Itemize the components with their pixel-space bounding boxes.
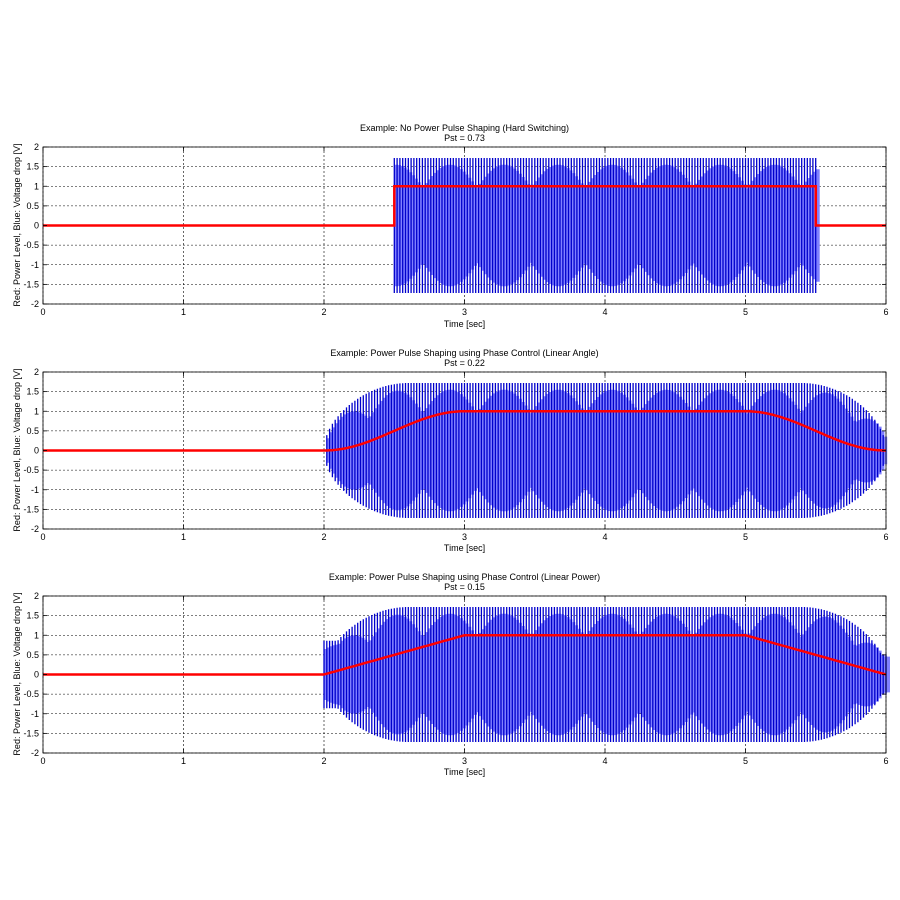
x-tick-label: 3	[462, 532, 467, 542]
x-tick-label: 6	[883, 756, 888, 766]
x-axis-label: Time [sec]	[443, 319, 486, 329]
plot-area: -2 -1.5 -1 -0.5 0 0.5 1 1.5 2 0 1 2 3 4 5 6	[23, 142, 888, 317]
x-tick-label: 4	[602, 756, 607, 766]
y-tick-label: 1.5	[26, 387, 39, 397]
x-tick-label: 1	[181, 307, 186, 317]
y-tick-label: 0	[34, 221, 39, 231]
x-tick-label: 6	[883, 532, 888, 542]
y-tick-label: 0.5	[26, 201, 39, 211]
y-tick-label: 0	[34, 446, 39, 456]
y-tick-label: 1	[34, 630, 39, 640]
x-tick-label: 5	[743, 532, 748, 542]
y-tick-label: -1.5	[23, 279, 39, 289]
plot-area: -2 -1.5 -1 -0.5 0 0.5 1 1.5 2 0 1 2 3 4 5 6	[23, 591, 890, 766]
y-tick-label: -1.5	[23, 504, 39, 514]
y-tick-label: 1.5	[26, 611, 39, 621]
y-tick-label: 0	[34, 670, 39, 680]
y-tick-label: 2	[34, 367, 39, 377]
power-level-series	[43, 185, 886, 227]
pst-value: Pst = 0.15	[444, 582, 485, 592]
tick-labels: -2 -1.5 -1 -0.5 0 0.5 1 1.5 2 0 1 2 3 4 5 6	[23, 591, 888, 766]
y-tick-label: -1.5	[23, 728, 39, 738]
x-tick-label: 6	[883, 307, 888, 317]
y-tick-label: 1	[34, 181, 39, 191]
x-tick-label: 0	[40, 532, 45, 542]
x-tick-label: 3	[462, 756, 467, 766]
power-level-series	[43, 634, 887, 676]
x-tick-label: 1	[181, 532, 186, 542]
x-tick-label: 1	[181, 756, 186, 766]
y-tick-label: -0.5	[23, 689, 39, 699]
chart-title: Example: No Power Pulse Shaping (Hard Sw…	[43, 123, 886, 143]
x-axis-label: Time [sec]	[443, 767, 486, 777]
y-tick-label: 1	[34, 406, 39, 416]
x-axis-label: Time [sec]	[443, 543, 486, 553]
y-tick-label: -2	[31, 299, 39, 309]
plot-area: -2 -1.5 -1 -0.5 0 0.5 1 1.5 2 0 1 2 3 4 5 6	[23, 367, 888, 542]
y-tick-label: -1	[31, 260, 39, 270]
y-tick-label: -0.5	[23, 240, 39, 250]
y-tick-label: 0.5	[26, 426, 39, 436]
x-tick-label: 2	[321, 307, 326, 317]
x-tick-label: 5	[743, 307, 748, 317]
y-tick-label: 1.5	[26, 162, 39, 172]
y-tick-label: 2	[34, 142, 39, 152]
y-tick-label: -2	[31, 524, 39, 534]
voltage-drop-series	[326, 383, 888, 518]
y-tick-label: 0.5	[26, 650, 39, 660]
title-text: Example: Power Pulse Shaping using Phase…	[330, 348, 599, 358]
x-tick-label: 2	[321, 756, 326, 766]
x-tick-label: 0	[40, 756, 45, 766]
y-tick-label: -2	[31, 748, 39, 758]
tick-labels: -2 -1.5 -1 -0.5 0 0.5 1 1.5 2 0 1 2 3 4 5 6	[23, 142, 888, 317]
y-tick-label: -1	[31, 485, 39, 495]
x-tick-label: 0	[40, 307, 45, 317]
x-tick-label: 4	[602, 307, 607, 317]
x-tick-label: 3	[462, 307, 467, 317]
x-tick-label: 2	[321, 532, 326, 542]
x-tick-label: 4	[602, 532, 607, 542]
y-tick-label: -0.5	[23, 465, 39, 475]
pst-value: Pst = 0.22	[444, 358, 485, 368]
chart-title: Example: Power Pulse Shaping using Phase…	[43, 572, 886, 592]
title-text: Example: Power Pulse Shaping using Phase…	[328, 572, 601, 582]
y-tick-label: -1	[31, 709, 39, 719]
power-level-series	[43, 410, 886, 452]
y-tick-label: 2	[34, 591, 39, 601]
voltage-drop-series	[323, 607, 890, 742]
chart-title: Example: Power Pulse Shaping using Phase…	[43, 348, 886, 368]
tick-labels: -2 -1.5 -1 -0.5 0 0.5 1 1.5 2 0 1 2 3 4 5 6	[23, 367, 888, 542]
pst-value: Pst = 0.73	[444, 133, 485, 143]
title-text: Example: No Power Pulse Shaping (Hard Sw…	[359, 123, 570, 133]
x-tick-label: 5	[743, 756, 748, 766]
